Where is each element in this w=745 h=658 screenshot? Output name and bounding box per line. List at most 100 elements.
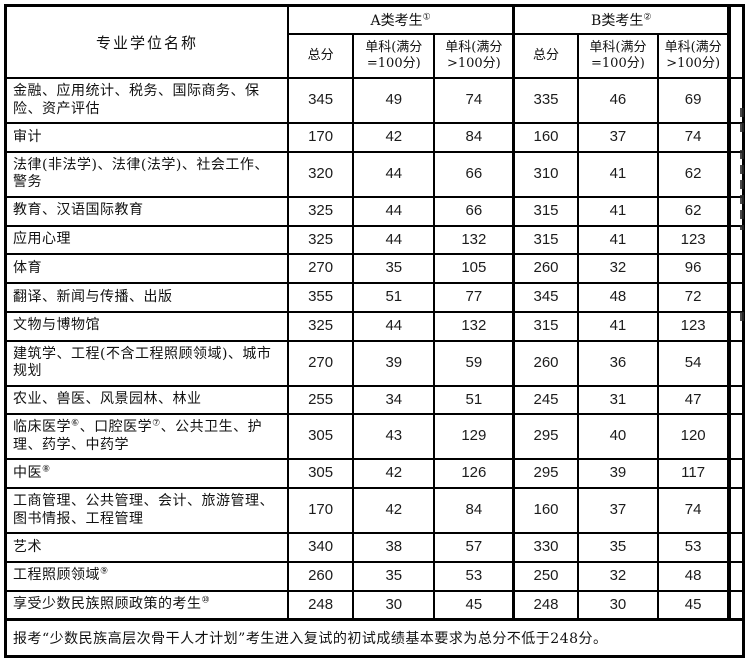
b-single-gt100-cell: 47 (657, 384, 731, 416)
b-single-100-cell: 37 (576, 487, 660, 534)
clipped-text-fragment (740, 150, 744, 230)
score-line-table-container: 专业学位名称 A类考生① B类考生② 总分 单科(满分 =100分) 单科(满分… (4, 4, 745, 658)
degree-name-cell: 金融、应用统计、税务、国际商务、保险、资产评估 (4, 77, 290, 124)
degree-name-cell: 文物与博物馆 (4, 310, 290, 342)
degree-name-cell: 工程照顾领域⑨ (4, 560, 290, 592)
a-total-cell: 325 (287, 224, 355, 256)
clipped-remarks-cell (727, 384, 744, 416)
b-single-gt100-cell: 123 (657, 310, 731, 342)
a-total-cell: 340 (287, 532, 355, 563)
b-single-100-cell: 32 (576, 560, 660, 592)
a-single-100-cell: 35 (352, 560, 436, 592)
a-single-100-cell: 38 (352, 532, 436, 563)
table-row: 中医⑧ 305 42 126 295 39 117 (4, 458, 744, 489)
group-a-label: A类考生 (370, 13, 423, 29)
table-header: 专业学位名称 A类考生① B类考生② 总分 单科(满分 =100分) 单科(满分… (4, 4, 744, 79)
b-single-100-header: 单科(满分 =100分) (576, 33, 660, 79)
b-total-cell: 160 (512, 122, 579, 153)
b-single-gt100-cell: 72 (657, 282, 731, 313)
footnote-text: 报考“少数民族高层次骨干人才计划”考生进入复试的初试成绩基本要求为总分不低于24… (4, 618, 745, 658)
a-single-gt100-cell: 126 (433, 458, 515, 489)
group-a-header: A类考生① (287, 4, 515, 35)
table-row: 金融、应用统计、税务、国际商务、保险、资产评估 345 49 74 335 46… (4, 77, 744, 124)
b-single-100-cell: 37 (576, 122, 660, 153)
table-footer: 报考“少数民族高层次骨干人才计划”考生进入复试的初试成绩基本要求为总分不低于24… (4, 618, 745, 658)
clipped-remarks-cell (727, 150, 744, 198)
b-single-100-cell: 41 (576, 224, 660, 256)
table-row: 应用心理 325 44 132 315 41 123 (4, 224, 744, 256)
b-single-gt100-cell: 74 (657, 122, 731, 153)
a-total-cell: 248 (287, 589, 355, 621)
clipped-column-edge (739, 0, 745, 632)
a-single-100-cell: 49 (352, 77, 436, 124)
b-single-100-cell: 39 (576, 458, 660, 489)
clipped-remarks-column-header (727, 4, 744, 79)
clipped-remarks-cell (727, 487, 744, 534)
b-single-gt100-cell: 54 (657, 339, 731, 387)
clipped-remarks-cell (727, 224, 744, 256)
table-row: 教育、汉语国际教育 325 44 66 315 41 62 (4, 195, 744, 227)
clipped-remarks-cell (727, 339, 744, 387)
b-single-gt100-cell: 123 (657, 224, 731, 256)
b-total-cell: 345 (512, 282, 579, 313)
clipped-remarks-cell (727, 195, 744, 227)
b-single-gt100-cell: 62 (657, 150, 731, 198)
degree-name-cell: 翻译、新闻与传播、出版 (4, 282, 290, 313)
a-single-100-cell: 51 (352, 282, 436, 313)
a-total-header: 总分 (287, 33, 355, 79)
clipped-text-fragment (740, 312, 744, 326)
a-total-cell: 355 (287, 282, 355, 313)
b-total-cell: 295 (512, 413, 579, 461)
degree-name-cell: 教育、汉语国际教育 (4, 195, 290, 227)
a-single-100-cell: 44 (352, 310, 436, 342)
sub-header-row: 总分 单科(满分 =100分) 单科(满分 >100分) 总分 单科(满分 =1… (6, 33, 744, 79)
b-single-gt100-cell: 48 (657, 560, 731, 592)
clipped-remarks-cell (727, 77, 744, 124)
table-row: 文物与博物馆 325 44 132 315 41 123 (4, 310, 744, 342)
a-total-cell: 345 (287, 77, 355, 124)
b-single-100-cell: 36 (576, 339, 660, 387)
a-single-gt100-cell: 53 (433, 560, 515, 592)
a-total-cell: 260 (287, 560, 355, 592)
table-row: 翻译、新闻与传播、出版 355 51 77 345 48 72 (4, 282, 744, 313)
b-total-cell: 315 (512, 195, 579, 227)
group-b-header: B类考生② (512, 4, 731, 35)
a-total-cell: 325 (287, 310, 355, 342)
degree-name-cell: 审计 (4, 122, 290, 153)
degree-name-cell: 体育 (4, 253, 290, 284)
a-single-gt100-cell: 132 (433, 310, 515, 342)
a-total-cell: 170 (287, 122, 355, 153)
footer-row: 报考“少数民族高层次骨干人才计划”考生进入复试的初试成绩基本要求为总分不低于24… (4, 618, 745, 658)
a-total-cell: 270 (287, 339, 355, 387)
b-single-100-cell: 35 (576, 532, 660, 563)
table-row: 享受少数民族照顾政策的考生⑩ 248 30 45 248 30 45 (4, 589, 744, 621)
table-row: 体育 270 35 105 260 32 96 (4, 253, 744, 284)
b-total-cell: 335 (512, 77, 579, 124)
footnote-marker-2: ② (643, 12, 652, 23)
b-total-header: 总分 (512, 33, 579, 79)
b-single-gt100-cell: 69 (657, 77, 731, 124)
table-row: 农业、兽医、风景园林、林业 255 34 51 245 31 47 (4, 384, 744, 416)
b-single-100-cell: 30 (576, 589, 660, 621)
table-row: 法律(非法学)、法律(法学)、社会工作、警务 320 44 66 310 41 … (4, 150, 744, 198)
degree-name-cell: 法律(非法学)、法律(法学)、社会工作、警务 (4, 150, 290, 198)
b-single-100-cell: 48 (576, 282, 660, 313)
a-single-gt100-cell: 77 (433, 282, 515, 313)
a-single-100-cell: 42 (352, 487, 436, 534)
a-single-gt100-cell: 57 (433, 532, 515, 563)
table-row: 艺术 340 38 57 330 35 53 (4, 532, 744, 563)
b-single-gt100-cell: 117 (657, 458, 731, 489)
degree-name-cell: 农业、兽医、风景园林、林业 (4, 384, 290, 416)
table-row: 建筑学、工程(不含工程照顾领域)、城市规划 270 39 59 260 36 5… (4, 339, 744, 387)
table-body: 金融、应用统计、税务、国际商务、保险、资产评估 345 49 74 335 46… (4, 77, 744, 621)
group-b-label: B类考生 (591, 13, 644, 29)
score-line-table: 专业学位名称 A类考生① B类考生② 总分 单科(满分 =100分) 单科(满分… (4, 4, 745, 658)
table-row: 工程照顾领域⑨ 260 35 53 250 32 48 (4, 560, 744, 592)
table-row: 审计 170 42 84 160 37 74 (4, 122, 744, 153)
b-total-cell: 250 (512, 560, 579, 592)
b-total-cell: 248 (512, 589, 579, 621)
b-single-100-cell: 41 (576, 310, 660, 342)
clipped-text-fragment (740, 108, 744, 132)
a-total-cell: 305 (287, 458, 355, 489)
a-single-100-cell: 44 (352, 150, 436, 198)
